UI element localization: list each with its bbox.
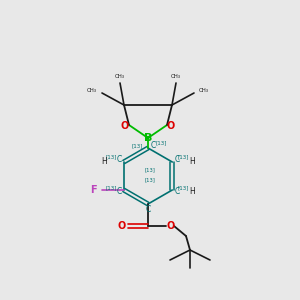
Text: [13]: [13] bbox=[155, 140, 167, 146]
Text: C: C bbox=[175, 188, 180, 196]
Text: [13]: [13] bbox=[105, 154, 116, 160]
Text: C: C bbox=[175, 155, 180, 164]
Text: C: C bbox=[116, 188, 122, 196]
Text: [13]: [13] bbox=[178, 154, 189, 160]
Text: O: O bbox=[121, 121, 129, 131]
Text: H: H bbox=[101, 158, 106, 166]
Text: C: C bbox=[116, 155, 122, 164]
Text: CH₃: CH₃ bbox=[115, 74, 125, 80]
Text: O: O bbox=[167, 221, 175, 231]
Text: O: O bbox=[118, 221, 126, 231]
Text: [13]: [13] bbox=[145, 167, 155, 172]
Text: [13]: [13] bbox=[178, 185, 189, 190]
Text: CH₃: CH₃ bbox=[171, 74, 181, 80]
Text: C: C bbox=[150, 142, 156, 151]
Text: F: F bbox=[90, 185, 97, 195]
Text: O: O bbox=[167, 121, 175, 131]
Text: [13]: [13] bbox=[105, 185, 116, 190]
Text: CH₃: CH₃ bbox=[87, 88, 97, 92]
Text: H: H bbox=[189, 187, 195, 196]
Text: [13]: [13] bbox=[132, 143, 143, 148]
Text: H: H bbox=[189, 158, 195, 166]
Text: CH₃: CH₃ bbox=[199, 88, 209, 92]
Text: C: C bbox=[146, 205, 151, 214]
Text: [13]: [13] bbox=[145, 178, 155, 182]
Text: B: B bbox=[144, 133, 152, 143]
